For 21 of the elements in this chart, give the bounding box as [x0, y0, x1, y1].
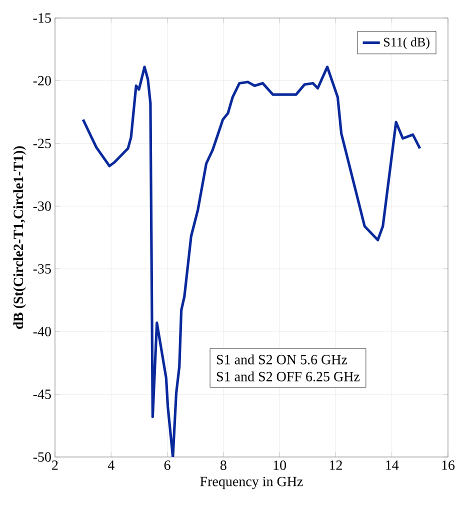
y-tick-label: -40 — [33, 326, 51, 336]
legend-label: S11( dB) — [384, 37, 430, 50]
x-axis-title: Frequency in GHz — [200, 476, 303, 490]
annotation: S1 and S2 ON 5.6 GHz — [216, 354, 348, 364]
annotation: S1 and S2 OFF 6.25 GHz — [216, 371, 360, 382]
y-tick-label: -15 — [33, 13, 51, 23]
x-tick-label: 8 — [220, 460, 226, 470]
x-tick-label: 12 — [330, 460, 342, 470]
y-tick-label: -35 — [33, 264, 51, 274]
x-tick-label: 14 — [386, 460, 399, 470]
y-tick-label: -25 — [33, 138, 51, 148]
x-tick-label: 6 — [164, 460, 170, 470]
x-tick-label: 4 — [108, 460, 114, 470]
y-tick-label: -30 — [33, 201, 51, 211]
y-axis-title: dB (St(Circle2-T1,Circle1-T1)) — [13, 146, 26, 329]
y-tick-label: -20 — [33, 76, 51, 86]
y-tick-label: -45 — [33, 390, 51, 399]
x-tick-label: 10 — [274, 460, 286, 470]
y-tick-label: -50 — [33, 452, 51, 462]
x-tick-label: 2 — [52, 460, 58, 470]
x-tick-label: 16 — [442, 460, 455, 470]
